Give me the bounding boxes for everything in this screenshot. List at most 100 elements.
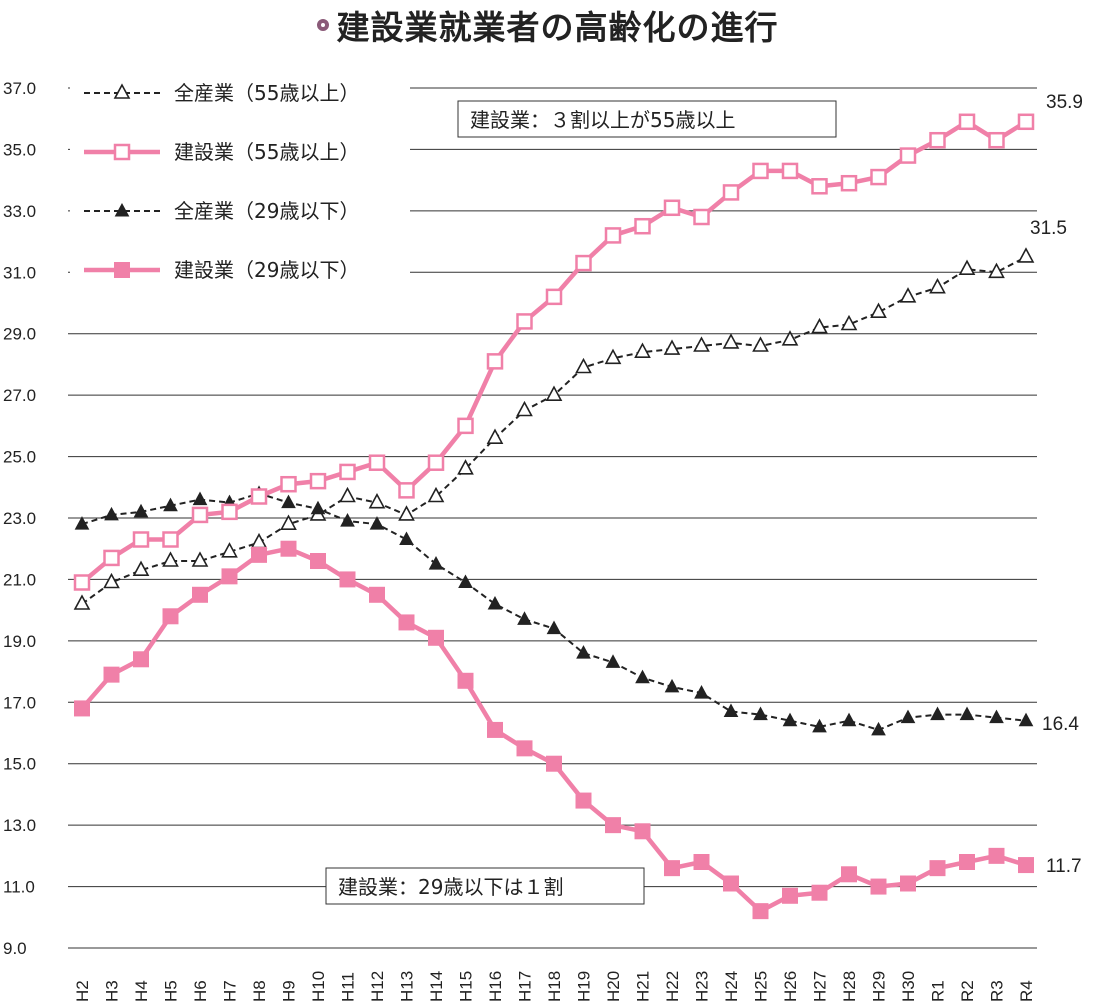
data-point: [162, 551, 179, 567]
data-point: [663, 339, 681, 355]
data-point: [113, 143, 131, 161]
data-point: [191, 506, 209, 524]
data-point: [104, 506, 119, 521]
data-point: [114, 262, 130, 278]
end-value-label: 31.5: [1030, 218, 1067, 239]
annotation-text: 建設業：３割以上が55歳以上: [470, 108, 735, 132]
data-point: [545, 385, 563, 401]
data-point: [516, 740, 533, 757]
data-point: [428, 556, 444, 570]
data-point: [575, 357, 592, 374]
series-2: [74, 485, 1034, 736]
x-tick-label: H14: [427, 971, 446, 1002]
y-tick-label: 27.0: [3, 386, 36, 405]
data-point: [634, 217, 651, 235]
data-point: [517, 611, 532, 625]
y-tick-label: 11.0: [3, 878, 35, 897]
data-point: [752, 162, 769, 180]
data-point: [722, 333, 740, 349]
data-point: [340, 513, 355, 527]
x-tick-label: H12: [368, 971, 387, 1002]
data-point: [811, 317, 828, 334]
x-tick-label: H22: [663, 971, 682, 1002]
data-point: [398, 482, 415, 499]
data-point: [398, 505, 415, 521]
y-tick-label: 37.0: [3, 79, 36, 98]
series-3: [74, 540, 1034, 920]
data-point: [162, 531, 179, 548]
x-tick-label: H13: [398, 971, 417, 1002]
data-point: [664, 678, 680, 693]
data-point: [133, 651, 149, 668]
data-point: [900, 709, 916, 724]
data-point: [114, 202, 130, 217]
series-0: [73, 247, 1035, 610]
data-point: [113, 83, 131, 99]
data-point: [988, 262, 1005, 279]
chart-title: 建設業就業者の高齢化の進行: [336, 8, 779, 47]
data-point: [457, 459, 474, 475]
data-point: [339, 571, 356, 588]
data-point: [663, 199, 681, 217]
x-tick-label: H11: [339, 972, 358, 1002]
annotation-box: [457, 100, 837, 138]
data-point: [575, 254, 592, 272]
y-tick-label: 31.0: [3, 263, 36, 282]
data-point: [427, 454, 445, 471]
data-point: [870, 302, 887, 319]
data-point: [604, 348, 622, 365]
data-point: [930, 706, 945, 721]
y-tick-label: 21.0: [3, 570, 36, 589]
data-point: [73, 594, 91, 610]
y-tick-label: 17.0: [3, 693, 36, 712]
data-point: [191, 551, 209, 567]
x-tick-label: H3: [103, 980, 122, 1002]
data-point: [427, 486, 445, 503]
legend-label: 建設業（55歳以上）: [174, 140, 359, 164]
data-point: [221, 542, 238, 558]
y-tick-label: 33.0: [3, 202, 36, 221]
x-tick-label: H25: [752, 971, 771, 1002]
data-point: [1018, 712, 1034, 727]
data-point: [634, 342, 651, 358]
series-line: [80, 546, 1027, 914]
data-point: [516, 400, 533, 417]
data-point: [310, 553, 326, 569]
x-tick-label: H17: [516, 971, 535, 1002]
data-point: [812, 718, 827, 733]
data-point: [988, 847, 1005, 864]
data-point: [929, 131, 946, 149]
data-point: [870, 878, 887, 895]
data-point: [280, 514, 297, 530]
x-tick-label: H21: [634, 971, 653, 1002]
data-point: [694, 685, 709, 699]
x-tick-label: H4: [132, 980, 151, 1002]
data-point: [280, 475, 297, 493]
y-tick-label: 23.0: [3, 509, 36, 528]
data-point: [782, 887, 798, 904]
data-point: [841, 866, 857, 883]
data-point: [221, 568, 238, 585]
y-tick-label: 19.0: [3, 632, 36, 651]
data-point: [458, 574, 473, 588]
data-point: [841, 712, 857, 727]
x-tick-label: H19: [575, 971, 594, 1002]
data-point: [398, 614, 415, 631]
data-point: [74, 516, 90, 530]
y-tick-label: 25.0: [3, 448, 36, 467]
x-tick-label: H5: [162, 980, 181, 1002]
data-point: [811, 884, 828, 901]
x-tick-label: H9: [280, 980, 299, 1002]
data-point: [604, 227, 622, 244]
data-point: [959, 706, 975, 721]
data-point: [516, 313, 533, 330]
x-tick-label: H2: [73, 980, 92, 1002]
x-tick-label: H16: [486, 971, 505, 1002]
x-tick-label: H20: [604, 971, 623, 1002]
data-point: [250, 488, 268, 505]
x-tick-label: H8: [250, 980, 269, 1002]
data-point: [634, 823, 651, 840]
x-tick-label: R4: [1017, 980, 1036, 1002]
x-tick-label: H30: [899, 971, 918, 1002]
data-point: [132, 531, 150, 548]
